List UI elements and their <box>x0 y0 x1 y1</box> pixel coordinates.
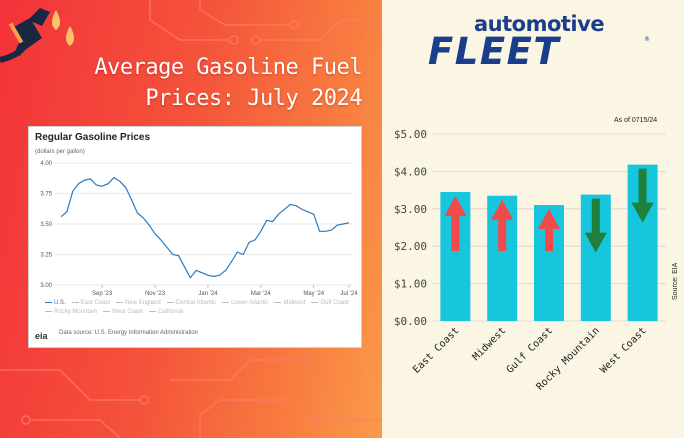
eia-legend-label: East Coast <box>80 300 111 306</box>
legend-line-swatch <box>222 301 230 303</box>
legend-line-swatch <box>148 310 156 312</box>
up-arrow-icon <box>444 195 467 251</box>
eia-legend-item[interactable]: West Coast <box>103 308 143 317</box>
eia-x-tick-label: Jan '24 <box>198 291 218 297</box>
eia-legend-label: West Coast <box>112 309 143 315</box>
eia-legend-label: U.S. <box>54 300 66 306</box>
eia-series-us-line <box>60 176 350 279</box>
eia-y-tick-label: 3.50 <box>40 222 52 228</box>
eia-x-tick-label: Jul '24 <box>340 291 358 297</box>
bar-category-label: Gulf Coast <box>505 325 555 375</box>
bar-category-label: East Coast <box>411 325 461 375</box>
brand-registered: ® <box>644 36 650 43</box>
eia-logo: eia <box>35 331 48 341</box>
eia-legend-item[interactable]: California <box>148 308 184 317</box>
eia-legend-item[interactable]: Rocky Mountain <box>45 308 97 317</box>
bar-y-tick-label: $5.00 <box>394 128 427 141</box>
eia-chart-subtitle: (dollars per gallon) <box>35 149 85 155</box>
legend-line-swatch <box>166 301 174 303</box>
bar-y-tick-label: $4.00 <box>394 165 427 178</box>
eia-legend-item[interactable]: East Coast <box>71 299 111 308</box>
eia-y-tick-label: 4.00 <box>40 161 52 167</box>
legend-line-swatch <box>274 301 282 303</box>
fuel-drop-icon <box>52 10 74 46</box>
eia-legend: U.S. East Coast New England Central Atlanti… <box>45 299 361 317</box>
legend-line-swatch <box>103 310 111 312</box>
left-panel: Average Gasoline Fuel Prices: July 2024 … <box>0 0 382 438</box>
bar-y-tick-label: $3.00 <box>394 203 427 216</box>
eia-legend-item[interactable]: New England <box>116 299 161 308</box>
legend-line-swatch <box>71 301 79 303</box>
bar-y-tick-label: $2.00 <box>394 240 427 253</box>
eia-legend-label: Midwest <box>283 300 306 306</box>
down-arrow-icon <box>584 198 607 253</box>
eia-legend-item[interactable]: Central Atlantic <box>166 299 217 308</box>
up-arrow-icon <box>538 209 560 251</box>
legend-line-swatch <box>311 301 319 303</box>
eia-legend-label: New England <box>125 300 161 306</box>
eia-legend-item[interactable]: Lower Atlantic <box>222 299 268 308</box>
bar-category-label: West Coast <box>598 325 648 375</box>
legend-line-swatch <box>45 301 52 303</box>
fuel-nozzle-icon <box>0 8 50 63</box>
eia-legend-label: Rocky Mountain <box>54 309 98 315</box>
up-arrow-icon <box>491 199 514 251</box>
bar-y-tick-label: $1.00 <box>394 278 427 291</box>
as-of-date: As of 0715/24 <box>614 117 658 124</box>
eia-legend-item[interactable]: Midwest <box>274 299 305 308</box>
eia-x-tick-label: Mar '24 <box>251 291 271 297</box>
bar-category-label: Midwest <box>471 325 509 363</box>
legend-line-swatch <box>45 310 52 312</box>
brand-automotive: automotive <box>474 12 605 36</box>
eia-chart-card: Regular Gasoline Prices (dollars per gal… <box>28 126 362 348</box>
eia-legend-label: California <box>157 309 184 315</box>
eia-y-tick-label: 3.00 <box>40 283 52 289</box>
eia-x-tick-label: Sep '23 <box>92 291 113 297</box>
down-arrow-icon <box>631 168 654 223</box>
eia-source: Data source: U.S. Energy Information Adm… <box>59 330 199 336</box>
headline: Average Gasoline Fuel Prices: July 2024 <box>42 52 362 114</box>
eia-legend-item[interactable]: U.S. <box>45 299 66 308</box>
eia-legend-label: Gulf Coast <box>320 300 349 306</box>
eia-x-tick-label: Nov '23 <box>145 291 166 297</box>
regional-bar-chart: $0.00 $1.00 $2.00 $3.00 $4.00 $5.00 East Coast… <box>394 128 666 393</box>
eia-x-tick-label: May '24 <box>303 291 324 297</box>
headline-line-2: Prices: July 2024 <box>145 86 362 111</box>
eia-line-chart: 4.00 3.75 3.50 3.25 3.00 Sep '23 Nov '23 Jan '2… <box>40 161 358 297</box>
legend-line-swatch <box>116 301 124 303</box>
brand-fleet: FLEET <box>428 30 561 73</box>
eia-legend-label: Lower Atlantic <box>231 300 269 306</box>
eia-legend-label: Central Atlantic <box>175 300 217 306</box>
eia-y-tick-label: 3.75 <box>40 192 52 198</box>
eia-y-tick-label: 3.25 <box>40 253 52 259</box>
headline-line-1: Average Gasoline Fuel <box>94 55 362 80</box>
circuit-decoration <box>0 0 382 438</box>
eia-chart-title: Regular Gasoline Prices <box>35 132 151 143</box>
bar-y-tick-label: $0.00 <box>394 315 427 328</box>
eia-legend-item[interactable]: Gulf Coast <box>311 299 349 308</box>
